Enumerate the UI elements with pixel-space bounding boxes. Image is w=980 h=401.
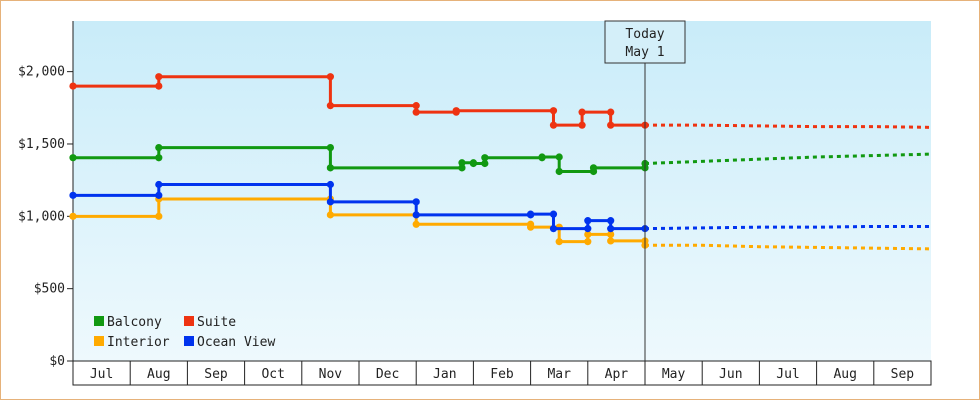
legend-swatch bbox=[94, 316, 104, 326]
data-point bbox=[412, 220, 420, 228]
data-point bbox=[578, 108, 586, 116]
today-date: May 1 bbox=[625, 45, 664, 60]
data-point bbox=[69, 82, 77, 90]
data-point bbox=[155, 212, 163, 220]
data-point bbox=[555, 167, 563, 176]
data-point bbox=[584, 217, 592, 225]
data-point bbox=[458, 164, 466, 172]
data-point bbox=[69, 212, 77, 220]
data-point bbox=[555, 238, 563, 246]
legend-label: Balcony bbox=[107, 315, 162, 330]
x-tick-label: Oct bbox=[261, 367, 284, 382]
legend-label: Ocean View bbox=[197, 335, 275, 350]
plot-area bbox=[73, 21, 931, 361]
data-point bbox=[155, 180, 163, 189]
data-point bbox=[69, 191, 77, 199]
x-tick-label: May bbox=[662, 367, 686, 382]
data-point bbox=[155, 191, 163, 199]
legend-swatch bbox=[94, 336, 104, 346]
data-point bbox=[555, 153, 563, 161]
x-axis bbox=[72, 360, 932, 386]
data-point bbox=[527, 210, 535, 218]
data-point bbox=[326, 73, 334, 81]
x-tick-label: Aug bbox=[833, 367, 856, 382]
legend-swatch bbox=[184, 336, 194, 346]
y-tick-label: $1,500 bbox=[18, 137, 65, 152]
data-point bbox=[155, 82, 163, 90]
data-point bbox=[589, 164, 598, 172]
data-point bbox=[155, 143, 163, 152]
data-point bbox=[527, 223, 535, 231]
data-point bbox=[549, 225, 558, 233]
legend-label: Suite bbox=[197, 315, 236, 330]
data-point bbox=[452, 107, 460, 115]
data-point bbox=[481, 159, 489, 168]
x-tick-label: Nov bbox=[319, 367, 343, 382]
x-tick-label: Jan bbox=[433, 367, 456, 382]
data-point bbox=[584, 230, 592, 239]
data-point bbox=[326, 180, 334, 189]
data-point bbox=[326, 198, 334, 206]
legend-swatch bbox=[184, 316, 194, 326]
x-tick-label: Feb bbox=[490, 367, 514, 382]
data-point bbox=[458, 159, 466, 167]
data-point bbox=[607, 217, 615, 225]
x-tick-label: Sep bbox=[891, 367, 915, 382]
data-point bbox=[412, 108, 420, 116]
x-tick-label: Mar bbox=[547, 367, 571, 382]
today-box bbox=[604, 20, 686, 64]
y-tick-label: $1,000 bbox=[18, 209, 65, 224]
data-point bbox=[607, 230, 615, 239]
data-point bbox=[578, 121, 586, 129]
y-tick-label: $0 bbox=[49, 354, 65, 369]
data-point bbox=[549, 107, 558, 115]
y-tick-label: $500 bbox=[34, 282, 65, 297]
data-point bbox=[69, 154, 77, 162]
data-point bbox=[326, 211, 334, 219]
data-point bbox=[584, 225, 592, 233]
y-tick-label: $2,000 bbox=[18, 65, 65, 80]
data-point bbox=[326, 102, 334, 110]
data-point bbox=[549, 210, 558, 218]
data-point bbox=[607, 237, 615, 245]
x-tick-label: Jul bbox=[90, 367, 113, 382]
data-point bbox=[584, 238, 592, 246]
data-point bbox=[412, 102, 420, 110]
x-tick-label: Dec bbox=[376, 367, 399, 382]
x-tick-label: Aug bbox=[147, 367, 170, 382]
data-point bbox=[326, 164, 334, 172]
data-point bbox=[155, 154, 163, 162]
x-tick-label: Sep bbox=[204, 367, 228, 382]
data-point bbox=[412, 211, 420, 219]
x-tick-label: Apr bbox=[605, 367, 629, 382]
x-tick-label: Jul bbox=[776, 367, 799, 382]
data-point bbox=[607, 225, 615, 233]
data-point bbox=[538, 153, 546, 161]
data-point bbox=[469, 159, 477, 168]
legend-label: Interior bbox=[107, 335, 170, 350]
data-point bbox=[607, 121, 615, 129]
data-point bbox=[607, 108, 615, 116]
data-point bbox=[326, 143, 334, 152]
x-tick-label: Jun bbox=[719, 367, 742, 382]
data-point bbox=[412, 198, 420, 206]
today-label: Today bbox=[625, 27, 664, 42]
data-point bbox=[549, 121, 558, 129]
data-point bbox=[481, 154, 489, 162]
data-point bbox=[155, 73, 163, 81]
